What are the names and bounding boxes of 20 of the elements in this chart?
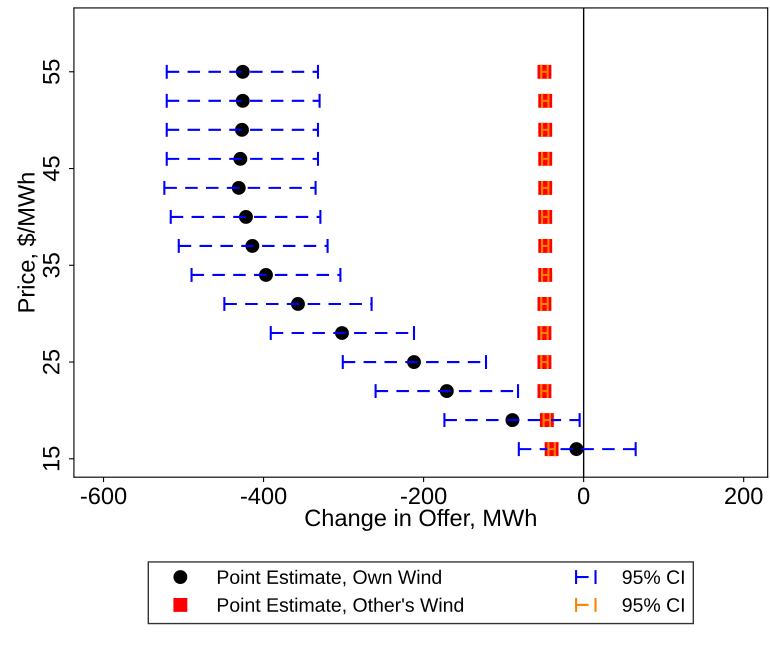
x-tick-label: -400 xyxy=(240,488,286,504)
x-tick-label: -600 xyxy=(80,488,126,504)
y-tick-label: 55 xyxy=(43,60,60,84)
point xyxy=(570,442,584,456)
y-axis-title: Price, $/MWh xyxy=(17,173,38,312)
text: 95% CI xyxy=(622,570,684,584)
y-tick-label: 45 xyxy=(43,156,60,182)
x-tick-label: 0 xyxy=(578,488,590,504)
x-tick-label: 200 xyxy=(725,488,762,504)
text: 95% CI xyxy=(622,598,684,612)
legend-label: Point Estimate, Own Wind xyxy=(218,570,441,586)
x-tick-label: -200 xyxy=(401,488,446,504)
point xyxy=(239,210,253,224)
y-tick-label: 35 xyxy=(42,253,60,278)
point xyxy=(236,94,250,108)
x-axis-title: Change in Offer, MWh xyxy=(305,508,536,531)
point xyxy=(235,122,249,137)
legend-label: Point Estimate, Other's Wind xyxy=(218,598,464,614)
y-tick-label: 25 xyxy=(42,350,60,374)
y-tick-label: 15 xyxy=(43,446,60,470)
